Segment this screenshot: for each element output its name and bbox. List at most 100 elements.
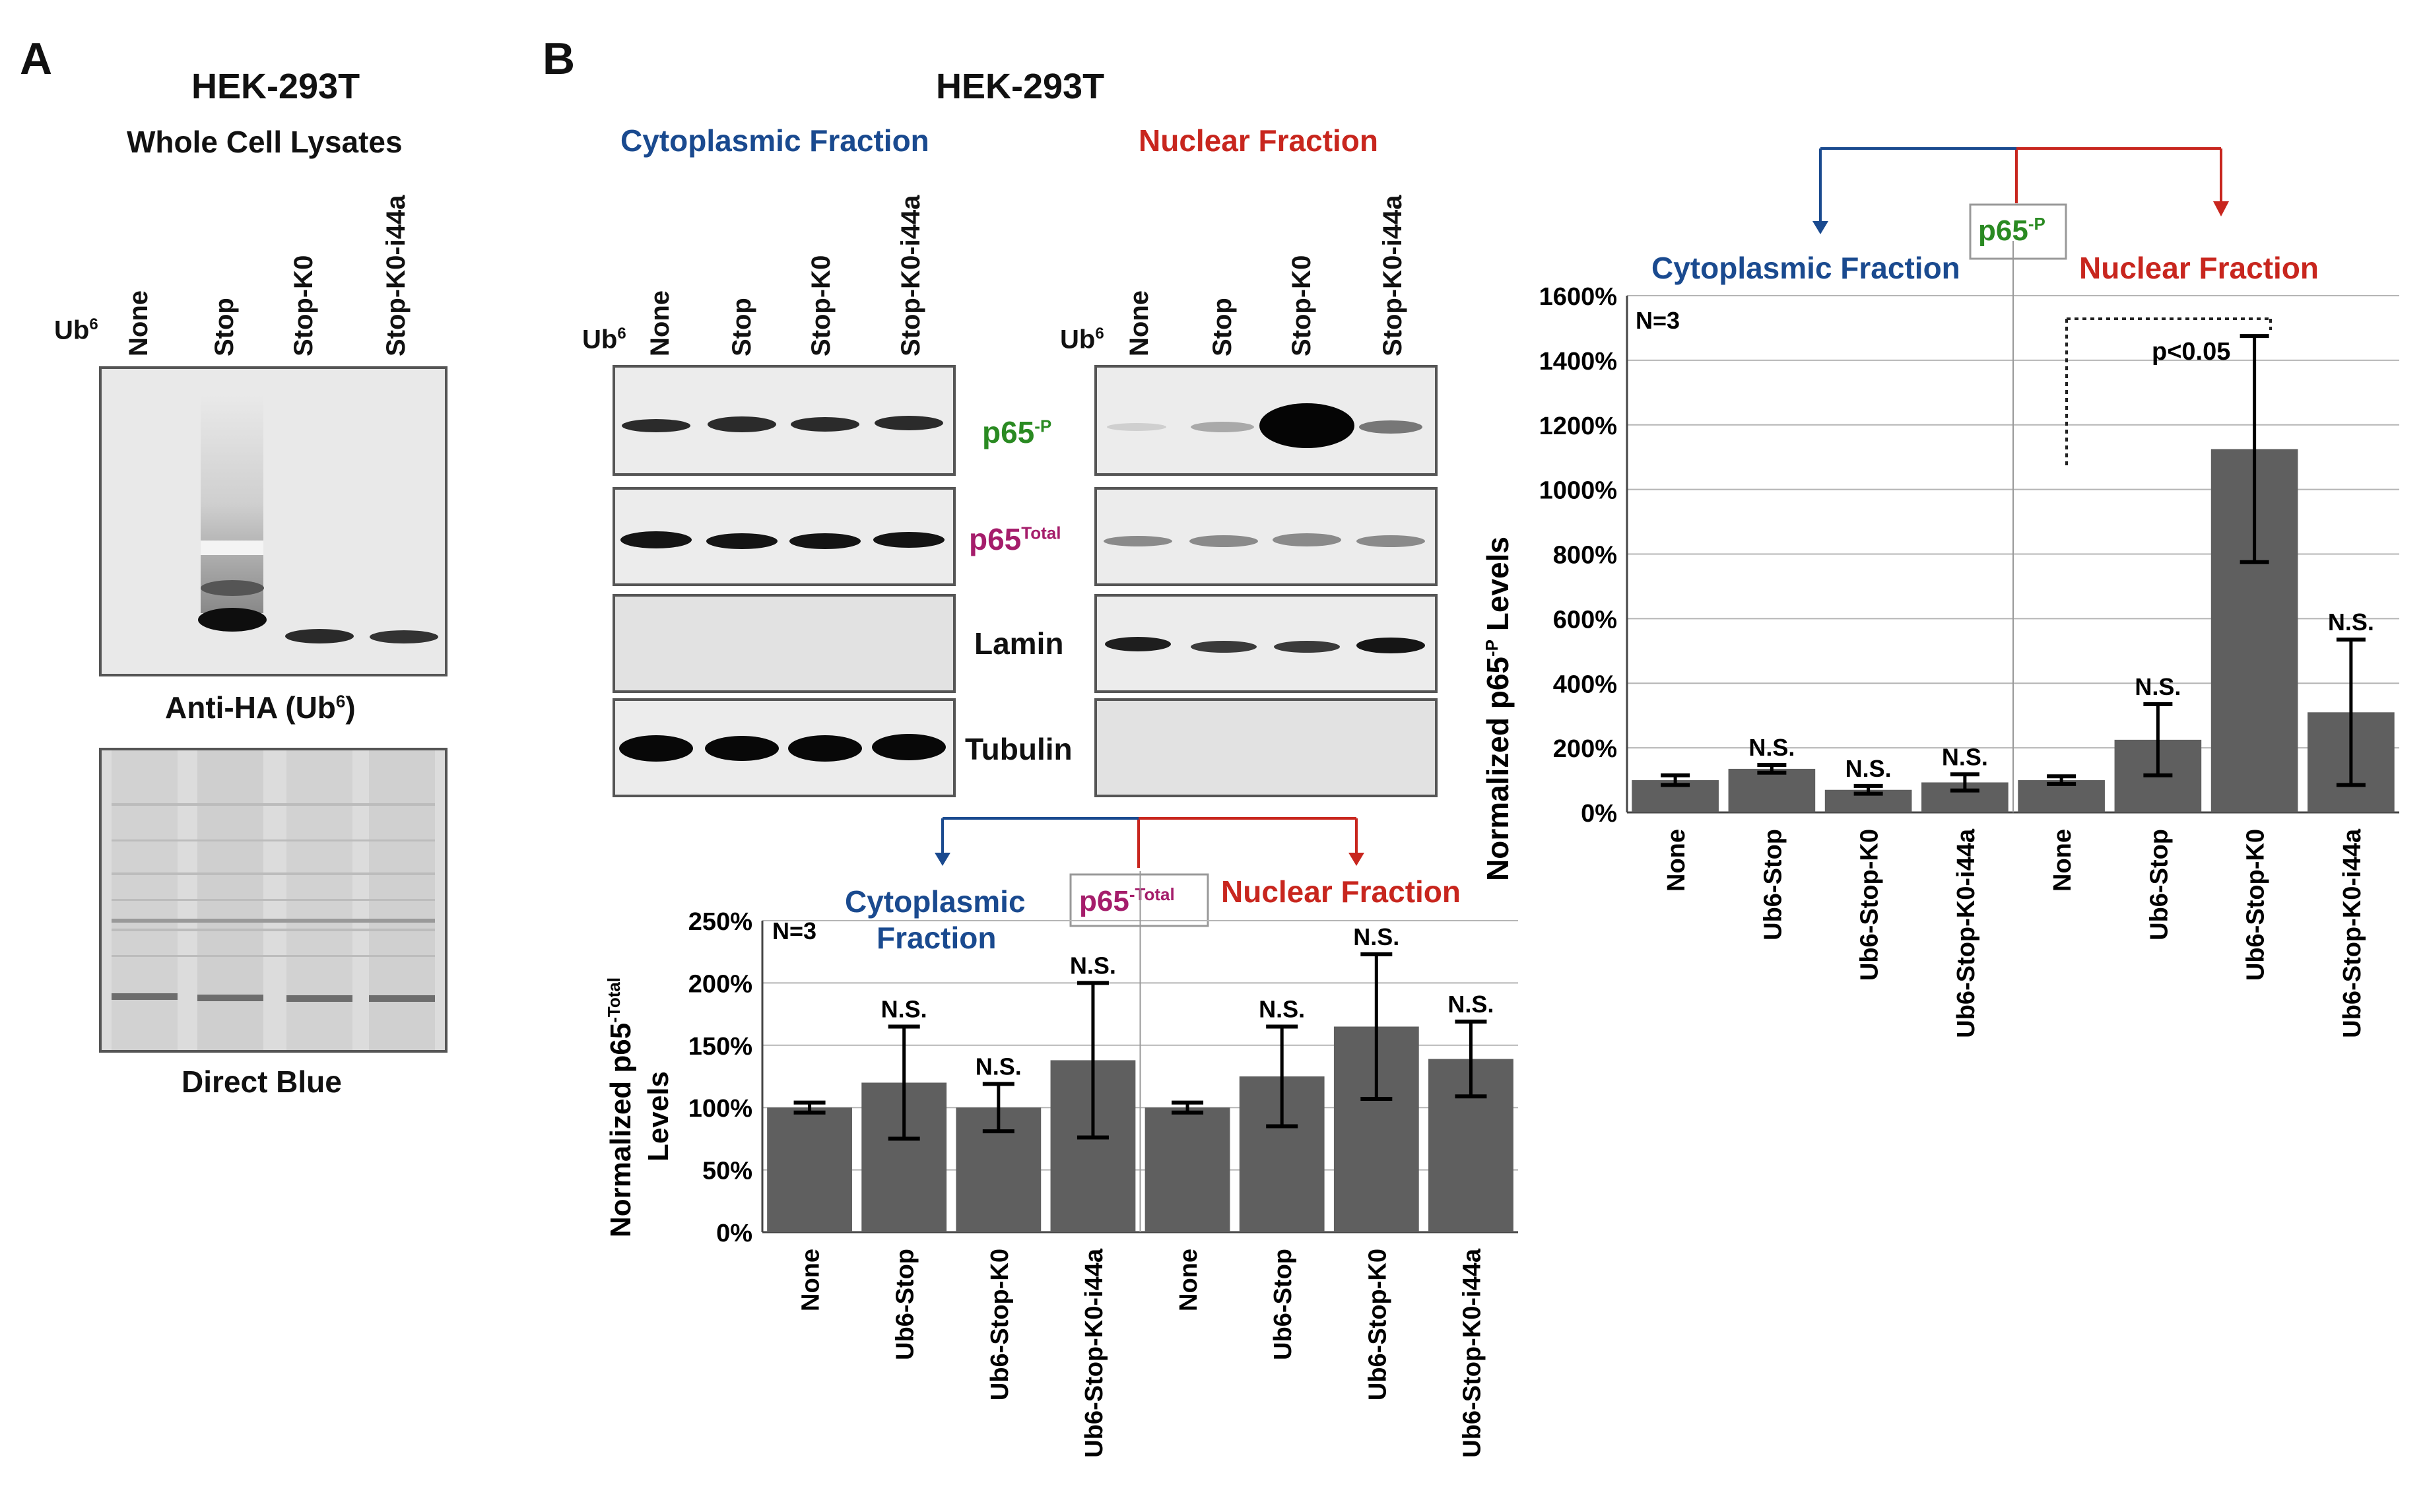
y-tick-label: 1000% <box>1539 477 1617 505</box>
panel-b-title: HEK-293T <box>936 67 1105 106</box>
cyto-fraction-header: Cytoplasmic Fraction <box>620 123 929 158</box>
x-tick-label: None <box>1663 829 1690 892</box>
y-tick-label: 250% <box>688 908 752 936</box>
nuc-lane-stop-k0: Stop-K0 <box>1287 255 1316 356</box>
panel-b-ub-label-nuc: Ub6 <box>1060 325 1104 354</box>
y-tick-label: 600% <box>1553 606 1617 634</box>
panel-a-lane-stop-k0: Stop-K0 <box>289 255 318 356</box>
p65-total-title-base: p65 <box>1079 885 1129 917</box>
anti-ha-blot <box>99 366 448 676</box>
nuc-lane-none: None <box>1125 290 1154 356</box>
y-tick-label: 0% <box>1581 800 1617 828</box>
p65-total-group-cyto: Cytoplasmic <box>845 884 1026 919</box>
significance-label: N.S. <box>1259 995 1305 1022</box>
bar <box>767 1107 852 1232</box>
p65-total-title-box: p65-Total <box>1069 873 1209 927</box>
significance-label: N.S. <box>2135 673 2181 700</box>
p65-p-significance-bracket <box>2065 317 2272 465</box>
bar <box>1728 768 1816 812</box>
cyto-lane-stop: Stop <box>727 298 756 356</box>
p65-total-group-cyto-2: Fraction <box>877 921 996 955</box>
cyto-lane-none: None <box>646 290 675 356</box>
panel-b-ub-label-cyto: Ub6 <box>582 325 626 354</box>
significance-label: N.S. <box>1447 991 1494 1018</box>
p65-total-ylabel: Normalized p65-Total <box>604 977 637 1237</box>
y-tick-label: 1600% <box>1539 283 1617 311</box>
p65-p-group-cyto: Cytoplasmic Fraction <box>1651 251 1960 285</box>
panel-a-lane-stop: Stop <box>210 298 239 356</box>
panel-a-lane-stop-k0-i44a: Stop-K0-i44a <box>382 195 411 357</box>
nuc-lane-stop-k0-i44a: Stop-K0-i44a <box>1378 195 1407 357</box>
y-tick-label: 200% <box>1553 735 1617 763</box>
p65-p-n-label: N=3 <box>1636 307 1680 334</box>
p65-p-title-sup: -P <box>2028 214 2045 234</box>
panel-a-title: HEK-293T <box>191 67 360 106</box>
direct-blue-blot-image <box>112 750 435 1050</box>
y-tick-label: 100% <box>688 1095 752 1123</box>
p65-total-title-sup: -Total <box>1129 884 1175 904</box>
x-tick-label: Ub6-Stop <box>1759 829 1787 940</box>
y-tick-label: 400% <box>1553 671 1617 698</box>
row-label-lamin: Lamin <box>974 626 1064 661</box>
panel-a-lane-none: None <box>124 290 153 356</box>
cyto-lane-stop-k0: Stop-K0 <box>807 255 836 356</box>
p65-total-chart: p65-Total Cytoplasmic Fraction Nuclear F… <box>604 817 1518 1458</box>
x-tick-label: None <box>2049 829 2076 892</box>
significance-label: N.S. <box>1070 952 1116 979</box>
p65-total-ylabel-2: Levels <box>642 1071 675 1162</box>
nuc-tubulin-blot <box>1094 698 1438 797</box>
svg-text:p65-Total: p65-Total <box>1079 884 1175 917</box>
nuc-lane-stop: Stop <box>1208 298 1237 356</box>
significance-label: N.S. <box>1942 743 1988 770</box>
p65-p-significance-label: p<0.05 <box>2152 338 2230 366</box>
y-tick-label: 150% <box>688 1033 752 1061</box>
panel-a-subtitle: Whole Cell Lysates <box>127 125 403 159</box>
x-tick-label: Ub6-Stop-K0-i44a <box>2339 828 2366 1038</box>
x-tick-label: Ub6-Stop-K0-i44a <box>1458 1248 1486 1458</box>
y-tick-label: 50% <box>702 1158 752 1185</box>
nuc-lamin-blot <box>1094 594 1438 693</box>
p65-p-bracket <box>1812 147 2229 234</box>
nuc-p65total-blot <box>1094 487 1438 586</box>
significance-label: N.S. <box>1748 734 1795 761</box>
p65-total-group-nuc: Nuclear Fraction <box>1221 874 1461 909</box>
cyto-p65p-blot <box>613 365 956 476</box>
nuc-p65p-blot <box>1094 365 1438 476</box>
y-tick-label: 1400% <box>1539 348 1617 376</box>
x-tick-label: None <box>797 1249 825 1311</box>
cyto-lamin-blot <box>613 594 956 693</box>
significance-label: N.S. <box>1845 755 1892 782</box>
nuclear-fraction-header: Nuclear Fraction <box>1139 123 1378 158</box>
bar <box>1145 1107 1230 1232</box>
x-tick-label: Ub6-Stop <box>1269 1249 1297 1360</box>
direct-blue-blot <box>99 748 448 1053</box>
panel-a-ub-label: Ub6 <box>54 315 98 345</box>
y-tick-label: 200% <box>688 970 752 998</box>
svg-text:p65-P: p65-P <box>1978 214 2045 247</box>
significance-label: N.S. <box>976 1053 1022 1080</box>
p65-p-ylabel: Normalized p65-P Levels <box>1480 537 1515 881</box>
x-tick-label: None <box>1175 1249 1203 1311</box>
p65-p-group-nuc: Nuclear Fraction <box>2079 251 2319 285</box>
panel-a-letter: A <box>20 34 53 84</box>
cyto-tubulin-blot <box>613 698 956 797</box>
x-tick-label: Ub6-Stop-K0 <box>2242 829 2270 981</box>
cyto-lane-stop-k0-i44a: Stop-K0-i44a <box>896 195 925 357</box>
direct-blue-caption: Direct Blue <box>182 1065 342 1099</box>
significance-label: N.S. <box>881 995 927 1022</box>
anti-ha-caption: Anti-HA (Ub6) <box>165 690 356 725</box>
x-tick-label: Ub6-Stop-K0 <box>1856 829 1884 981</box>
p65-total-n-label: N=3 <box>772 917 816 944</box>
x-tick-label: Ub6-Stop-K0-i44a <box>1952 828 1980 1038</box>
y-tick-label: 1200% <box>1539 412 1617 440</box>
x-tick-label: Ub6-Stop-K0 <box>986 1249 1014 1400</box>
x-tick-label: Ub6-Stop-K0 <box>1364 1249 1391 1400</box>
significance-label: N.S. <box>2328 608 2374 636</box>
row-label-tubulin: Tubulin <box>965 732 1073 766</box>
significance-label: N.S. <box>1353 923 1399 950</box>
y-tick-label: 800% <box>1553 542 1617 570</box>
x-tick-label: Ub6-Stop-K0-i44a <box>1080 1248 1108 1458</box>
y-tick-label: 0% <box>716 1220 752 1247</box>
row-label-p65total: p65Total <box>969 522 1061 556</box>
cyto-p65total-blot <box>613 487 956 586</box>
